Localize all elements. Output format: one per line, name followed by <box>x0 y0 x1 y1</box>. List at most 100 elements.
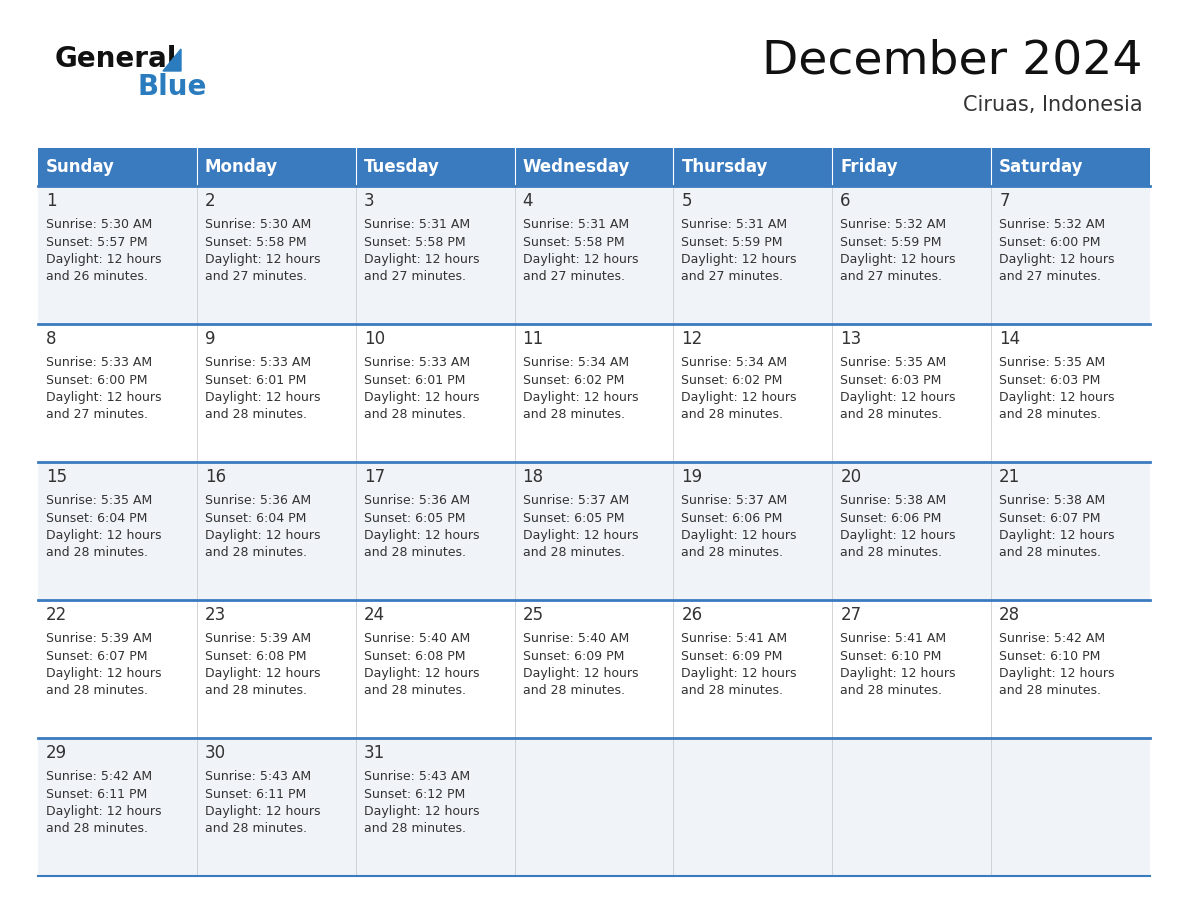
Text: and 28 minutes.: and 28 minutes. <box>682 546 783 559</box>
Text: Sunrise: 5:38 AM: Sunrise: 5:38 AM <box>999 494 1105 507</box>
Text: and 28 minutes.: and 28 minutes. <box>364 823 466 835</box>
Text: 20: 20 <box>840 468 861 486</box>
Text: and 28 minutes.: and 28 minutes. <box>204 823 307 835</box>
Text: and 28 minutes.: and 28 minutes. <box>840 409 942 421</box>
Text: Sunrise: 5:31 AM: Sunrise: 5:31 AM <box>682 218 788 231</box>
Text: Daylight: 12 hours: Daylight: 12 hours <box>682 529 797 542</box>
Text: 28: 28 <box>999 606 1020 624</box>
Text: Sunset: 6:00 PM: Sunset: 6:00 PM <box>46 374 147 386</box>
Text: Daylight: 12 hours: Daylight: 12 hours <box>840 253 956 266</box>
Text: Wednesday: Wednesday <box>523 158 630 176</box>
Bar <box>514 148 674 186</box>
Text: 3: 3 <box>364 192 374 210</box>
Text: 30: 30 <box>204 744 226 762</box>
Text: Sunrise: 5:40 AM: Sunrise: 5:40 AM <box>364 632 470 645</box>
Text: General: General <box>55 45 177 73</box>
Text: Daylight: 12 hours: Daylight: 12 hours <box>46 253 162 266</box>
Text: Sunrise: 5:37 AM: Sunrise: 5:37 AM <box>523 494 628 507</box>
Text: 12: 12 <box>682 330 702 348</box>
Text: 21: 21 <box>999 468 1020 486</box>
Text: Sunrise: 5:32 AM: Sunrise: 5:32 AM <box>999 218 1105 231</box>
Text: Daylight: 12 hours: Daylight: 12 hours <box>364 529 479 542</box>
Text: and 28 minutes.: and 28 minutes. <box>364 546 466 559</box>
Text: 15: 15 <box>46 468 68 486</box>
Text: 13: 13 <box>840 330 861 348</box>
Text: Friday: Friday <box>840 158 898 176</box>
Text: Sunrise: 5:39 AM: Sunrise: 5:39 AM <box>46 632 152 645</box>
Text: Sunset: 6:03 PM: Sunset: 6:03 PM <box>840 374 942 386</box>
Text: Daylight: 12 hours: Daylight: 12 hours <box>999 667 1114 680</box>
Text: 24: 24 <box>364 606 385 624</box>
Text: Sunset: 6:06 PM: Sunset: 6:06 PM <box>840 511 942 524</box>
Text: Sunrise: 5:35 AM: Sunrise: 5:35 AM <box>46 494 152 507</box>
Text: Daylight: 12 hours: Daylight: 12 hours <box>999 529 1114 542</box>
Text: 26: 26 <box>682 606 702 624</box>
Text: Sunrise: 5:30 AM: Sunrise: 5:30 AM <box>204 218 311 231</box>
Text: Sunset: 6:04 PM: Sunset: 6:04 PM <box>204 511 307 524</box>
Bar <box>38 186 1150 324</box>
Text: and 28 minutes.: and 28 minutes. <box>364 685 466 698</box>
Text: and 28 minutes.: and 28 minutes. <box>682 409 783 421</box>
Text: 1: 1 <box>46 192 57 210</box>
Polygon shape <box>163 49 181 71</box>
Text: Blue: Blue <box>137 73 207 101</box>
Text: and 28 minutes.: and 28 minutes. <box>204 685 307 698</box>
Bar <box>38 148 197 186</box>
Text: Sunrise: 5:42 AM: Sunrise: 5:42 AM <box>46 770 152 783</box>
Text: Daylight: 12 hours: Daylight: 12 hours <box>682 253 797 266</box>
Text: Sunset: 6:07 PM: Sunset: 6:07 PM <box>999 511 1100 524</box>
Text: Sunset: 5:57 PM: Sunset: 5:57 PM <box>46 236 147 249</box>
Text: Sunset: 6:02 PM: Sunset: 6:02 PM <box>523 374 624 386</box>
Text: Sunset: 6:06 PM: Sunset: 6:06 PM <box>682 511 783 524</box>
Bar <box>38 462 1150 600</box>
Text: and 27 minutes.: and 27 minutes. <box>682 271 783 284</box>
Text: Sunset: 6:02 PM: Sunset: 6:02 PM <box>682 374 783 386</box>
Text: Sunrise: 5:36 AM: Sunrise: 5:36 AM <box>204 494 311 507</box>
Text: Sunset: 5:58 PM: Sunset: 5:58 PM <box>364 236 466 249</box>
Text: Sunrise: 5:31 AM: Sunrise: 5:31 AM <box>364 218 469 231</box>
Text: 5: 5 <box>682 192 691 210</box>
Text: Sunrise: 5:43 AM: Sunrise: 5:43 AM <box>204 770 311 783</box>
Text: 22: 22 <box>46 606 68 624</box>
Text: 29: 29 <box>46 744 68 762</box>
Text: 23: 23 <box>204 606 226 624</box>
Text: Sunrise: 5:34 AM: Sunrise: 5:34 AM <box>523 356 628 369</box>
Text: Sunset: 5:59 PM: Sunset: 5:59 PM <box>682 236 783 249</box>
Text: Sunrise: 5:31 AM: Sunrise: 5:31 AM <box>523 218 628 231</box>
Text: Sunset: 5:58 PM: Sunset: 5:58 PM <box>204 236 307 249</box>
Text: Sunrise: 5:41 AM: Sunrise: 5:41 AM <box>840 632 947 645</box>
Text: and 28 minutes.: and 28 minutes. <box>840 685 942 698</box>
Text: and 28 minutes.: and 28 minutes. <box>46 685 148 698</box>
Bar <box>833 148 991 186</box>
Text: Daylight: 12 hours: Daylight: 12 hours <box>840 529 956 542</box>
Text: Daylight: 12 hours: Daylight: 12 hours <box>46 391 162 404</box>
Text: Sunset: 6:08 PM: Sunset: 6:08 PM <box>204 650 307 663</box>
Text: Daylight: 12 hours: Daylight: 12 hours <box>46 805 162 818</box>
Text: and 27 minutes.: and 27 minutes. <box>523 271 625 284</box>
Text: 10: 10 <box>364 330 385 348</box>
Text: Daylight: 12 hours: Daylight: 12 hours <box>204 253 321 266</box>
Text: 31: 31 <box>364 744 385 762</box>
Text: Sunset: 6:01 PM: Sunset: 6:01 PM <box>204 374 307 386</box>
Text: Sunset: 6:10 PM: Sunset: 6:10 PM <box>999 650 1100 663</box>
Text: Sunset: 6:05 PM: Sunset: 6:05 PM <box>364 511 466 524</box>
Text: Daylight: 12 hours: Daylight: 12 hours <box>46 529 162 542</box>
Text: 19: 19 <box>682 468 702 486</box>
Text: 18: 18 <box>523 468 544 486</box>
Text: Ciruas, Indonesia: Ciruas, Indonesia <box>963 95 1143 115</box>
Text: Sunset: 6:00 PM: Sunset: 6:00 PM <box>999 236 1100 249</box>
Text: 7: 7 <box>999 192 1010 210</box>
Text: Daylight: 12 hours: Daylight: 12 hours <box>523 391 638 404</box>
Text: and 28 minutes.: and 28 minutes. <box>46 823 148 835</box>
Text: and 27 minutes.: and 27 minutes. <box>364 271 466 284</box>
Text: Sunrise: 5:42 AM: Sunrise: 5:42 AM <box>999 632 1105 645</box>
Text: Sunrise: 5:34 AM: Sunrise: 5:34 AM <box>682 356 788 369</box>
Text: and 28 minutes.: and 28 minutes. <box>682 685 783 698</box>
Text: Sunrise: 5:39 AM: Sunrise: 5:39 AM <box>204 632 311 645</box>
Text: Sunset: 6:11 PM: Sunset: 6:11 PM <box>204 788 307 800</box>
Text: 17: 17 <box>364 468 385 486</box>
Text: and 27 minutes.: and 27 minutes. <box>46 409 148 421</box>
Text: 9: 9 <box>204 330 215 348</box>
Text: Sunset: 6:04 PM: Sunset: 6:04 PM <box>46 511 147 524</box>
Text: and 28 minutes.: and 28 minutes. <box>999 409 1101 421</box>
